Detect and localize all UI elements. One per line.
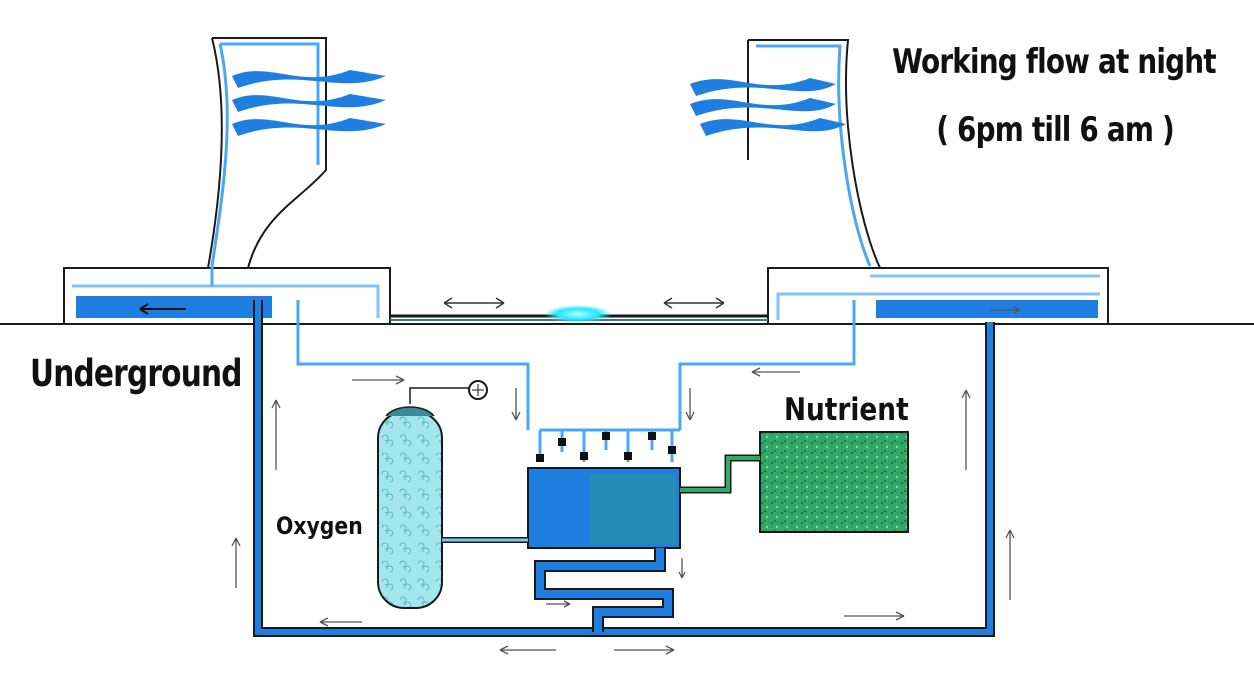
glow-light bbox=[544, 305, 612, 323]
surface-arrows-icon bbox=[443, 297, 725, 309]
title-line-2: ( 6pm till 6 am ) bbox=[936, 110, 1175, 150]
nutrient-pipe bbox=[680, 454, 760, 494]
flow-arrows-icon bbox=[231, 306, 1021, 655]
serpentine-coil bbox=[534, 548, 674, 632]
surface-channel bbox=[390, 305, 768, 323]
oxygen-label: Oxygen bbox=[276, 512, 363, 540]
left-reservoir bbox=[76, 296, 272, 318]
left-tower bbox=[63, 37, 391, 325]
title-line-1: Working flow at night bbox=[892, 42, 1217, 82]
right-reservoir bbox=[876, 300, 1098, 318]
oxygen-tank bbox=[377, 380, 488, 609]
left-wind-fins-icon bbox=[232, 70, 386, 136]
nutrient-tank bbox=[759, 431, 909, 533]
pipe-valves bbox=[536, 432, 676, 462]
nutrient-label: Nutrient bbox=[784, 392, 909, 428]
reactor-tank bbox=[527, 467, 681, 549]
underground-label: Underground bbox=[30, 352, 242, 395]
right-wind-fins-icon bbox=[690, 78, 846, 136]
right-tower bbox=[747, 39, 1109, 325]
